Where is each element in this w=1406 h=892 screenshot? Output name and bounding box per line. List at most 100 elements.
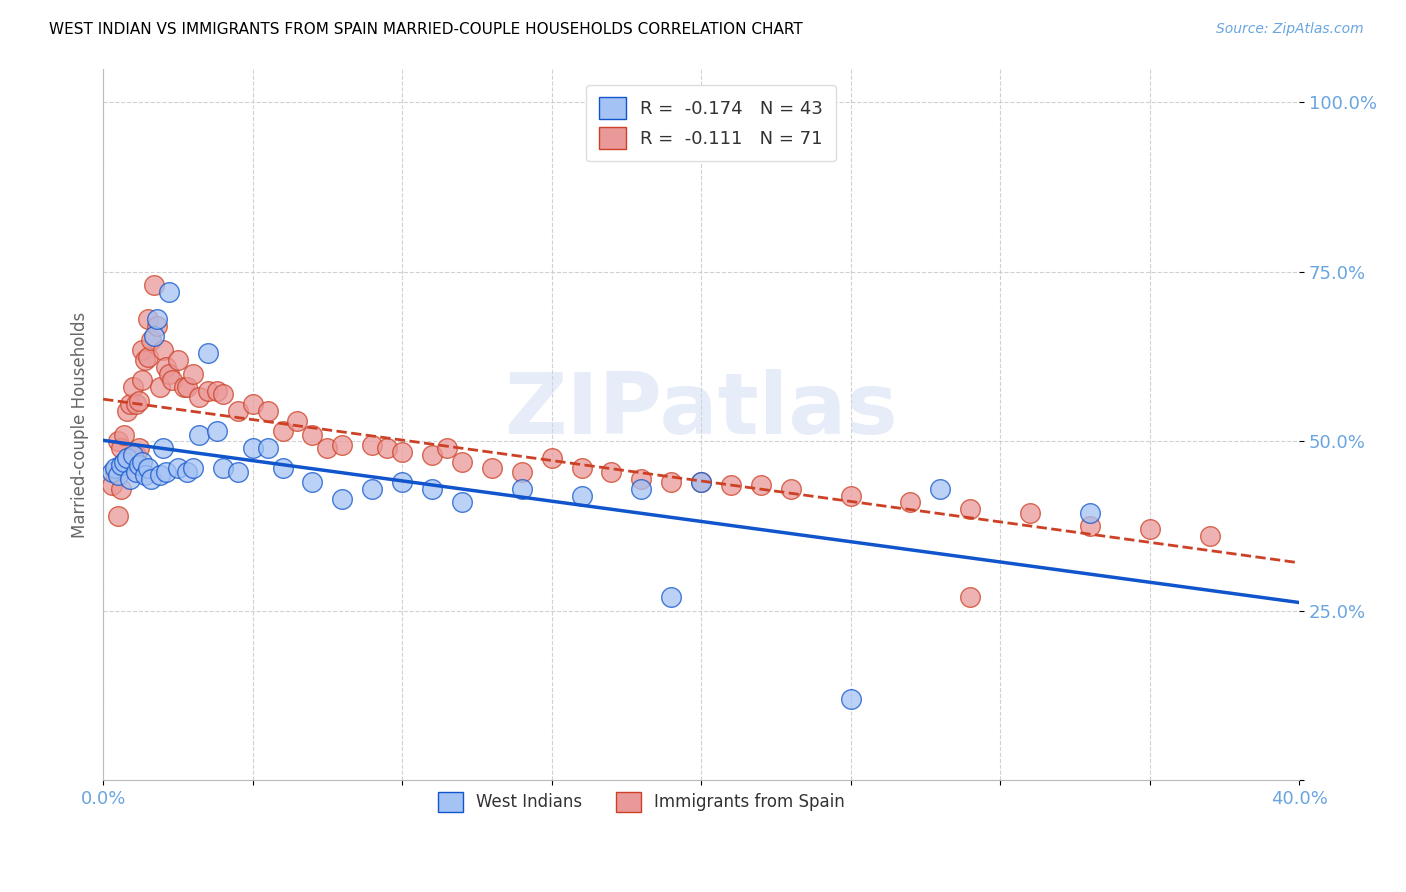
Point — [659, 591, 682, 605]
Point — [112, 427, 135, 442]
Point — [451, 455, 474, 469]
Point — [1019, 506, 1042, 520]
Point — [197, 384, 219, 398]
Point — [839, 489, 862, 503]
Point — [155, 465, 177, 479]
Point — [301, 427, 323, 442]
Point — [173, 380, 195, 394]
Point — [187, 390, 209, 404]
Point — [122, 451, 145, 466]
Point — [139, 472, 162, 486]
Point — [271, 424, 294, 438]
Point — [125, 397, 148, 411]
Point — [271, 461, 294, 475]
Point — [361, 482, 384, 496]
Point — [104, 465, 127, 479]
Point — [1078, 506, 1101, 520]
Point — [122, 448, 145, 462]
Point — [630, 472, 652, 486]
Point — [540, 451, 562, 466]
Point — [1078, 519, 1101, 533]
Point — [128, 393, 150, 408]
Point — [112, 455, 135, 469]
Point — [256, 441, 278, 455]
Point — [152, 343, 174, 357]
Point — [110, 482, 132, 496]
Point — [143, 278, 166, 293]
Point — [107, 508, 129, 523]
Point — [361, 438, 384, 452]
Point — [391, 444, 413, 458]
Point — [146, 312, 169, 326]
Point — [118, 397, 141, 411]
Point — [157, 285, 180, 300]
Point — [101, 465, 124, 479]
Text: Source: ZipAtlas.com: Source: ZipAtlas.com — [1216, 22, 1364, 37]
Point — [118, 461, 141, 475]
Point — [136, 312, 159, 326]
Point — [181, 461, 204, 475]
Point — [690, 475, 713, 489]
Point — [125, 465, 148, 479]
Point — [839, 692, 862, 706]
Point — [205, 384, 228, 398]
Point — [330, 438, 353, 452]
Point — [630, 482, 652, 496]
Point — [600, 465, 623, 479]
Point — [149, 468, 172, 483]
Point — [131, 455, 153, 469]
Point — [211, 461, 233, 475]
Point — [571, 489, 593, 503]
Point — [749, 478, 772, 492]
Point — [131, 343, 153, 357]
Point — [256, 404, 278, 418]
Point — [136, 350, 159, 364]
Point — [160, 373, 183, 387]
Point — [115, 451, 138, 466]
Point — [181, 367, 204, 381]
Point — [929, 482, 952, 496]
Point — [481, 461, 503, 475]
Point — [205, 424, 228, 438]
Point — [167, 461, 190, 475]
Point — [1139, 523, 1161, 537]
Point — [690, 475, 713, 489]
Point — [149, 380, 172, 394]
Point — [197, 346, 219, 360]
Point — [134, 468, 156, 483]
Point — [900, 495, 922, 509]
Point — [125, 448, 148, 462]
Text: WEST INDIAN VS IMMIGRANTS FROM SPAIN MARRIED-COUPLE HOUSEHOLDS CORRELATION CHART: WEST INDIAN VS IMMIGRANTS FROM SPAIN MAR… — [49, 22, 803, 37]
Point — [110, 441, 132, 455]
Point — [242, 441, 264, 455]
Point — [301, 475, 323, 489]
Point — [391, 475, 413, 489]
Point — [128, 458, 150, 472]
Point — [451, 495, 474, 509]
Point — [157, 367, 180, 381]
Text: ZIPatlas: ZIPatlas — [505, 368, 898, 451]
Point — [659, 475, 682, 489]
Point — [420, 482, 443, 496]
Point — [131, 373, 153, 387]
Point — [330, 491, 353, 506]
Point — [104, 461, 127, 475]
Point — [122, 380, 145, 394]
Point — [152, 441, 174, 455]
Point — [107, 468, 129, 483]
Legend: West Indians, Immigrants from Spain: West Indians, Immigrants from Spain — [425, 779, 858, 825]
Point — [101, 478, 124, 492]
Point — [110, 458, 132, 472]
Point — [436, 441, 458, 455]
Point — [1198, 529, 1220, 543]
Point — [720, 478, 742, 492]
Point — [242, 397, 264, 411]
Point — [155, 359, 177, 374]
Point — [510, 465, 533, 479]
Point — [959, 502, 981, 516]
Point — [167, 353, 190, 368]
Point — [571, 461, 593, 475]
Point — [134, 353, 156, 368]
Point — [128, 441, 150, 455]
Point — [375, 441, 398, 455]
